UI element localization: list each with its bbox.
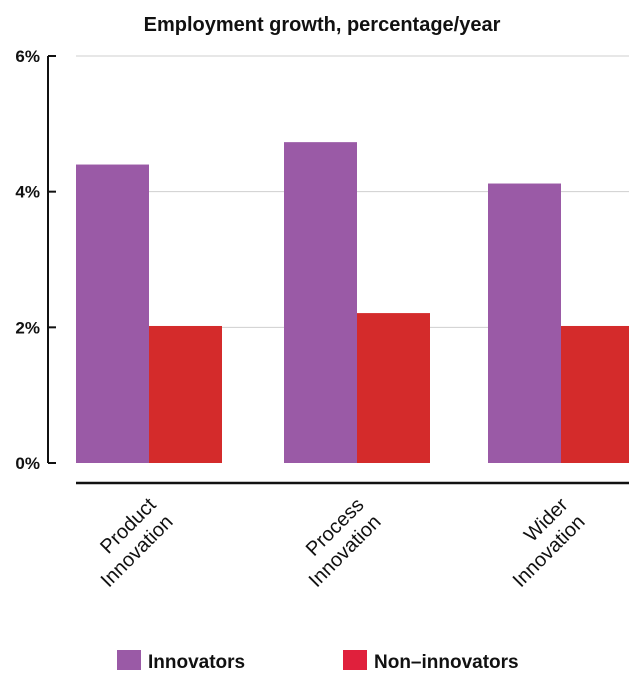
y-tick-label: 6%: [15, 47, 40, 66]
legend: Innovators Non–innovators: [117, 650, 519, 673]
y-tick-label: 0%: [15, 454, 40, 473]
bar-non-innovators-3: [561, 325, 629, 463]
bar-innovators-2: [284, 142, 357, 464]
bar-innovators-3: [488, 183, 561, 463]
bar-non-innovators-2: [357, 313, 430, 463]
x-tick-label: ProcessInnovation: [288, 494, 386, 592]
legend-label-non-innovators: Non–innovators: [374, 652, 519, 670]
category-labels: ProductInnovation ProcessInnovation WiderI…: [80, 494, 590, 592]
legend-swatch-non-innovators: [343, 650, 367, 670]
y-tick-label: 2%: [15, 318, 40, 337]
y-tick-label: 4%: [15, 183, 40, 202]
bar-non-innovators-1: [149, 325, 222, 463]
x-tick-label: WiderInnovation: [492, 494, 590, 592]
x-tick-label: ProductInnovation: [80, 494, 178, 592]
bars: [76, 142, 629, 464]
legend-label-innovators: Innovators: [148, 652, 245, 670]
legend-swatch-innovators: [117, 650, 141, 670]
bar-innovators-1: [76, 164, 149, 464]
chart-title: Employment growth, percentage/year: [144, 14, 501, 36]
axes: 0% 2% 4% 6%: [15, 47, 629, 485]
